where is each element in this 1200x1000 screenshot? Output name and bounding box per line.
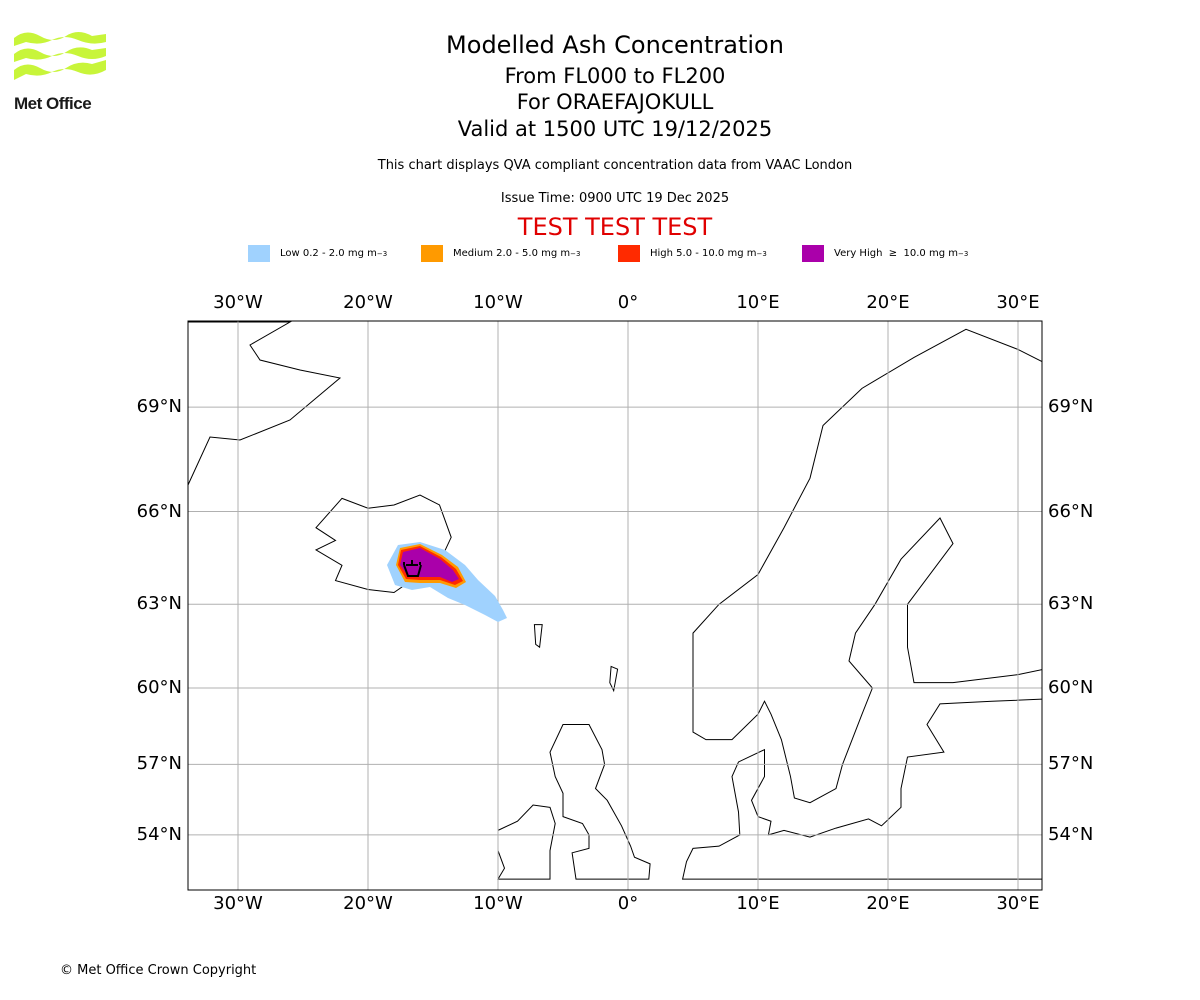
chart-title: Modelled Ash Concentration [446, 31, 784, 59]
volcano-name: For ORAEFAJOKULL [516, 90, 714, 114]
lat-tick-label: 66°N [136, 500, 182, 522]
lat-tick-label: 57°N [136, 753, 182, 775]
legend-swatch [248, 245, 270, 262]
coastlines [188, 321, 1042, 880]
lon-tick-label: 10°E [736, 893, 780, 914]
legend-high: High 5.0 - 10.0 mg m −3 [618, 245, 767, 262]
coastline-scandinavia [692, 328, 1042, 804]
flight-level-range: From FL000 to FL200 [504, 64, 726, 88]
legend-very-high: Very High ≥ 10.0 mg m −3 [802, 245, 968, 262]
lat-tick-label: 60°N [1048, 677, 1094, 698]
legend-label: Low 0.2 - 2.0 mg m [280, 248, 377, 259]
description: This chart displays QVA compliant concen… [377, 158, 853, 173]
legend-exponent: −3 [756, 249, 767, 258]
map-frame [187, 320, 1043, 891]
copyright: © Met Office Crown Copyright [60, 963, 257, 978]
wave-logo-icon [14, 32, 106, 80]
coastline-ireland [497, 804, 556, 880]
lon-tick-label: 20°E [866, 292, 910, 313]
lat-tick-label: 63°N [1048, 593, 1094, 615]
coastline-greenland [188, 321, 342, 486]
gridlines [188, 321, 1042, 890]
ash-level-3 [400, 548, 459, 582]
valid-time: Valid at 1500 UTC 19/12/2025 [457, 117, 773, 141]
legend-swatch [421, 245, 443, 262]
test-banner: TEST TEST TEST [517, 213, 713, 241]
lat-tick-label: 57°N [1048, 753, 1094, 775]
legend-exponent: −3 [570, 249, 581, 258]
lon-tick-label: 20°W [343, 292, 393, 313]
coastline-faroe [533, 624, 543, 649]
lat-tick-label: 60°N [136, 677, 182, 698]
legend-swatch [802, 245, 824, 262]
lat-tick-label: 69°N [136, 396, 182, 418]
issue-time: Issue Time: 0900 UTC 19 Dec 2025 [500, 191, 730, 206]
legend-exponent: −3 [376, 249, 388, 258]
legend-label: Very High ≥ 10.0 mg m [834, 248, 958, 259]
ash-plume [387, 542, 507, 622]
met-office-logo: Met Office [14, 30, 106, 114]
lon-tick-label: 30°E [996, 292, 1040, 313]
lon-tick-label: 0° [617, 893, 639, 914]
lat-tick-label: 69°N [1048, 396, 1094, 418]
lat-tick-label: 63°N [136, 593, 182, 615]
lon-tick-label: 0° [617, 292, 639, 313]
lon-tick-label: 10°W [473, 292, 523, 313]
coastline-shetland [609, 665, 619, 693]
legend-medium: Medium 2.0 - 5.0 mg m −3 [421, 245, 580, 262]
lat-tick-label: 66°N [1048, 500, 1094, 522]
legend-low: Low 0.2 - 2.0 mg m −3 [248, 245, 387, 262]
lon-tick-label: 30°W [213, 893, 263, 914]
legend-label: High 5.0 - 10.0 mg m [650, 248, 757, 259]
legend-exponent: −3 [957, 249, 969, 258]
lon-tick-label: 20°E [866, 893, 910, 914]
lon-tick-label: 20°W [343, 893, 393, 914]
lat-tick-label: 54°N [136, 823, 182, 845]
legend-label: Medium 2.0 - 5.0 mg m [453, 248, 571, 259]
logo-text: Met Office [14, 94, 92, 113]
coastline-britain [549, 723, 651, 880]
lat-tick-label: 54°N [1048, 823, 1094, 845]
lon-tick-label: 30°E [996, 893, 1040, 914]
lon-tick-label: 10°E [736, 292, 780, 313]
lon-tick-label: 30°W [213, 292, 263, 313]
legend-swatch [618, 245, 640, 262]
coastline-europe [681, 698, 1042, 880]
lon-tick-label: 10°W [473, 893, 523, 914]
volcano-icon [403, 560, 422, 577]
